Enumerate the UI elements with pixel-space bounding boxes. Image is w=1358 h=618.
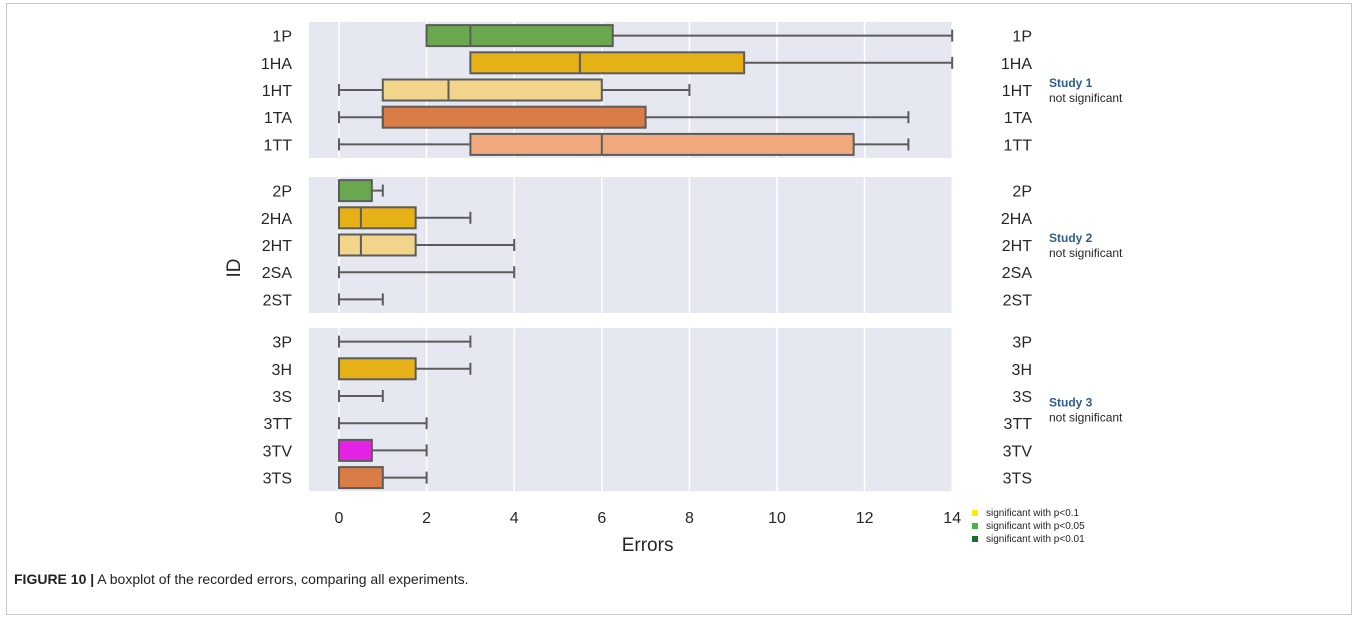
tick-label-right-2ht: 2HT [1002, 238, 1032, 255]
tick-label-right-3s: 3S [1012, 389, 1032, 406]
box-1p [425, 24, 614, 48]
box-1tt [469, 132, 855, 156]
tick-label-1p: 1P [272, 29, 292, 46]
legend-swatch [972, 510, 978, 516]
y-axis-title: ID [224, 259, 245, 278]
tick-label-2ht: 2HT [262, 238, 292, 255]
tick-label-right-3tv: 3TV [1003, 443, 1033, 460]
tick-label-2ha: 2HA [261, 211, 292, 228]
x-tick-label: 8 [685, 510, 694, 527]
x-tick-label: 0 [335, 510, 344, 527]
tick-label-1ha: 1HA [261, 56, 292, 73]
tick-label-2st: 2ST [263, 292, 293, 309]
tick-label-right-3h: 3H [1012, 362, 1032, 379]
tick-label-3ts: 3TS [263, 471, 292, 488]
study-note-3: not significant [1049, 411, 1123, 425]
tick-label-right-1ha: 1HA [1001, 56, 1032, 73]
x-tick-label: 12 [856, 510, 874, 527]
tick-label-right-3p: 3P [1012, 335, 1032, 352]
legend-label: significant with p<0.01 [986, 534, 1085, 545]
study-note-1: not significant [1049, 91, 1123, 105]
tick-label-right-1tt: 1TT [1004, 137, 1033, 154]
tick-label-3p: 3P [272, 335, 292, 352]
tick-label-1ta: 1TA [264, 110, 292, 127]
study-note-2: not significant [1049, 246, 1123, 260]
box-2p [338, 179, 373, 203]
x-tick-label: 14 [943, 510, 961, 527]
box-3h [338, 357, 417, 381]
tick-label-3tv: 3TV [263, 443, 293, 460]
tick-label-right-2ha: 2HA [1001, 211, 1032, 228]
x-tick-label: 4 [510, 510, 519, 527]
x-tick-label: 10 [768, 510, 786, 527]
tick-label-right-2p: 2P [1012, 184, 1032, 201]
legend-label: significant with p<0.05 [986, 521, 1085, 532]
tick-label-right-2st: 2ST [1003, 292, 1033, 309]
tick-label-3h: 3H [272, 362, 292, 379]
tick-label-right-2sa: 2SA [1002, 265, 1033, 282]
tick-label-2sa: 2SA [262, 265, 293, 282]
tick-label-right-1p: 1P [1012, 29, 1032, 46]
x-axis-title: Errors [622, 535, 674, 556]
box-3tv [338, 438, 373, 462]
box-1ta [381, 105, 647, 129]
caption-text: A boxplot of the recorded errors, compar… [94, 571, 469, 587]
tick-label-right-1ht: 1HT [1002, 83, 1032, 100]
study-title-1: Study 1 [1049, 76, 1093, 90]
box-2ht [338, 233, 417, 257]
tick-label-1tt: 1TT [264, 137, 293, 154]
x-tick-label: 6 [597, 510, 606, 527]
tick-label-right-3ts: 3TS [1003, 471, 1032, 488]
box-3ts [338, 466, 384, 490]
tick-label-right-1ta: 1TA [1004, 110, 1032, 127]
tick-label-2p: 2P [272, 184, 292, 201]
legend-swatch [972, 536, 978, 542]
box-1ha [469, 51, 746, 75]
legend-label: significant with p<0.1 [986, 508, 1080, 519]
caption-label: FIGURE 10 | [14, 571, 95, 587]
tick-label-3s: 3S [272, 389, 292, 406]
tick-label-right-3tt: 3TT [1004, 416, 1033, 433]
box-1ht [381, 78, 603, 102]
tick-label-3tt: 3TT [264, 416, 293, 433]
panel-background [309, 328, 953, 492]
study-title-2: Study 2 [1049, 231, 1093, 245]
tick-label-1ht: 1HT [262, 83, 292, 100]
figure-caption: FIGURE 10 | A boxplot of the recorded er… [14, 571, 468, 587]
box-2ha [338, 206, 417, 230]
x-tick-label: 2 [422, 510, 431, 527]
legend-swatch [972, 523, 978, 529]
study-title-3: Study 3 [1049, 396, 1093, 410]
